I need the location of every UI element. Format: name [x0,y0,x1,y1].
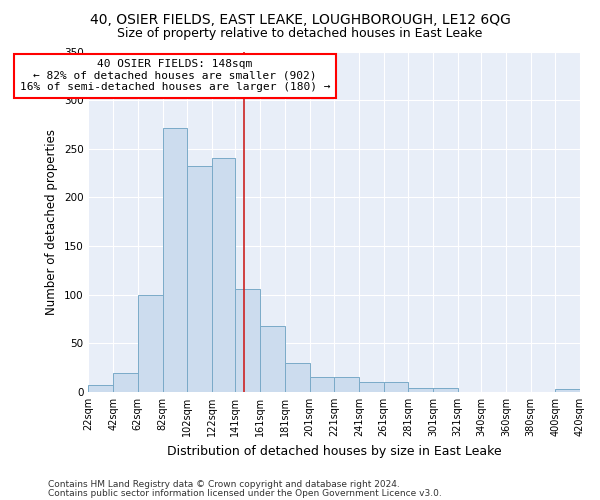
Bar [359,382,383,392]
Bar [235,289,260,392]
Y-axis label: Number of detached properties: Number of detached properties [45,128,58,314]
Bar [555,389,580,392]
Bar [285,363,310,392]
Text: Contains public sector information licensed under the Open Government Licence v3: Contains public sector information licen… [48,488,442,498]
Bar [310,378,334,392]
X-axis label: Distribution of detached houses by size in East Leake: Distribution of detached houses by size … [167,444,502,458]
Bar [138,294,163,392]
Text: Size of property relative to detached houses in East Leake: Size of property relative to detached ho… [118,28,482,40]
Text: Contains HM Land Registry data © Crown copyright and database right 2024.: Contains HM Land Registry data © Crown c… [48,480,400,489]
Bar [212,158,235,392]
Bar [334,378,359,392]
Bar [409,388,433,392]
Text: 40, OSIER FIELDS, EAST LEAKE, LOUGHBOROUGH, LE12 6QG: 40, OSIER FIELDS, EAST LEAKE, LOUGHBOROU… [89,12,511,26]
Bar [187,166,212,392]
Bar [88,385,113,392]
Text: 40 OSIER FIELDS: 148sqm
← 82% of detached houses are smaller (902)
16% of semi-d: 40 OSIER FIELDS: 148sqm ← 82% of detache… [20,59,330,92]
Bar [383,382,409,392]
Bar [113,374,138,392]
Bar [433,388,458,392]
Bar [260,326,285,392]
Bar [163,128,187,392]
